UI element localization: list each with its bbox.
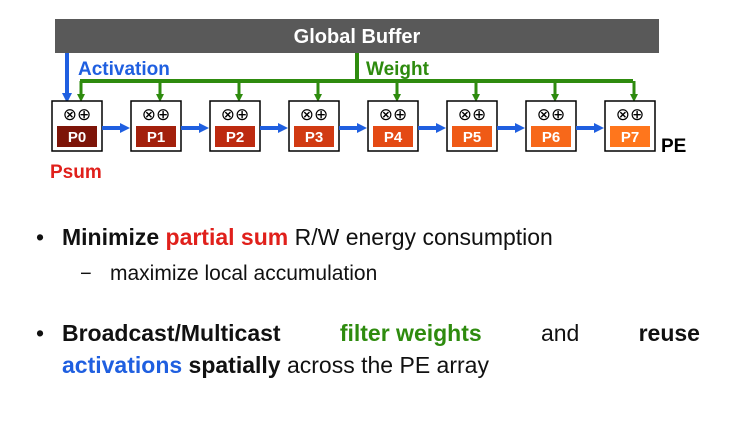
weight-drops: [77, 81, 638, 102]
bullet-2-reuse: reuse: [638, 320, 700, 346]
bullet-2-rest: across the PE array: [286, 352, 489, 378]
pe-id-label: P0: [68, 129, 86, 146]
pe-id-label: P7: [621, 129, 639, 146]
pe-p2: ⊗⊕ P2: [209, 100, 261, 152]
pe-id-badge: [373, 126, 413, 147]
sub-bullet-1: maximize local accumulation: [110, 262, 378, 285]
pe-array-diagram: Global Buffer Activation Weight ⊗⊕ P0 ⊗⊕ P1…: [50, 19, 686, 183]
pe-id-label: P3: [305, 129, 323, 146]
multiply-add-icon: ⊗⊕: [63, 105, 92, 125]
pe-id-badge: [531, 126, 571, 147]
global-buffer-label: Global Buffer: [294, 26, 421, 48]
pe-p6: ⊗⊕ P6: [525, 100, 577, 152]
pe-id-badge: [136, 126, 176, 147]
pe-p4: ⊗⊕ P4: [367, 100, 419, 152]
multiply-add-icon: ⊗⊕: [616, 105, 645, 125]
psum-label: Psum: [50, 162, 102, 183]
multiply-add-icon: ⊗⊕: [300, 105, 329, 125]
pe-id-label: P6: [542, 129, 560, 146]
pe-id-badge: [452, 126, 492, 147]
pe-id-label: P4: [384, 129, 403, 146]
bullet-1: Minimize partial sum R/W energy consumpt…: [62, 224, 553, 251]
bullet-2-spatially: spatially: [188, 352, 281, 378]
bullet-2-and: and: [540, 320, 580, 346]
multiply-add-icon: ⊗⊕: [537, 105, 566, 125]
bullet-1-minimize: Minimize: [62, 224, 160, 250]
bullet-2-line-2: activations spatially across the PE arra…: [62, 352, 489, 379]
pe-p5: ⊗⊕ P5: [446, 100, 498, 152]
pe-id-label: P1: [147, 129, 165, 146]
global-buffer: [55, 19, 659, 53]
bullet-2-broadcast: Broadcast/Multicast: [62, 320, 281, 346]
pe-array: ⊗⊕ P0 ⊗⊕ P1 ⊗⊕ P2 ⊗⊕ P3 ⊗⊕ P4 ⊗⊕ P5 ⊗⊕ P6 ⊗⊕ P7: [51, 100, 656, 152]
bullet-1-rest: R/W energy consumption: [294, 224, 553, 250]
activation-label: Activation: [78, 59, 170, 80]
bullet-2-filter-weights: filter weights: [339, 320, 482, 346]
bullet-1-partial-sum: partial sum: [165, 224, 289, 250]
pe-id-badge: [215, 126, 255, 147]
pe-p7: ⊗⊕ P7: [604, 100, 656, 152]
bullet-1-dot: •: [36, 224, 45, 250]
weight-label: Weight: [366, 59, 430, 80]
pe-id-label: P2: [226, 129, 244, 146]
multiply-add-icon: ⊗⊕: [221, 105, 250, 125]
multiply-add-icon: ⊗⊕: [458, 105, 487, 125]
pe-p1: ⊗⊕ P1: [130, 100, 182, 152]
multiply-add-icon: ⊗⊕: [379, 105, 408, 125]
sub-bullet-dash: −: [80, 263, 92, 285]
pe-id-badge: [294, 126, 334, 147]
bullet-2-activations: activations: [62, 352, 183, 378]
bullet-2-dot: •: [36, 320, 45, 346]
pe-id-label: P5: [463, 129, 481, 146]
bullet-2-line-1: Broadcast/Multicast filter weights and r…: [62, 320, 700, 347]
pe-id-badge: [57, 126, 97, 147]
multiply-add-icon: ⊗⊕: [142, 105, 171, 125]
pe-label: PE: [661, 136, 686, 157]
pe-p0: ⊗⊕ P0: [51, 100, 103, 152]
pe-id-badge: [610, 126, 650, 147]
